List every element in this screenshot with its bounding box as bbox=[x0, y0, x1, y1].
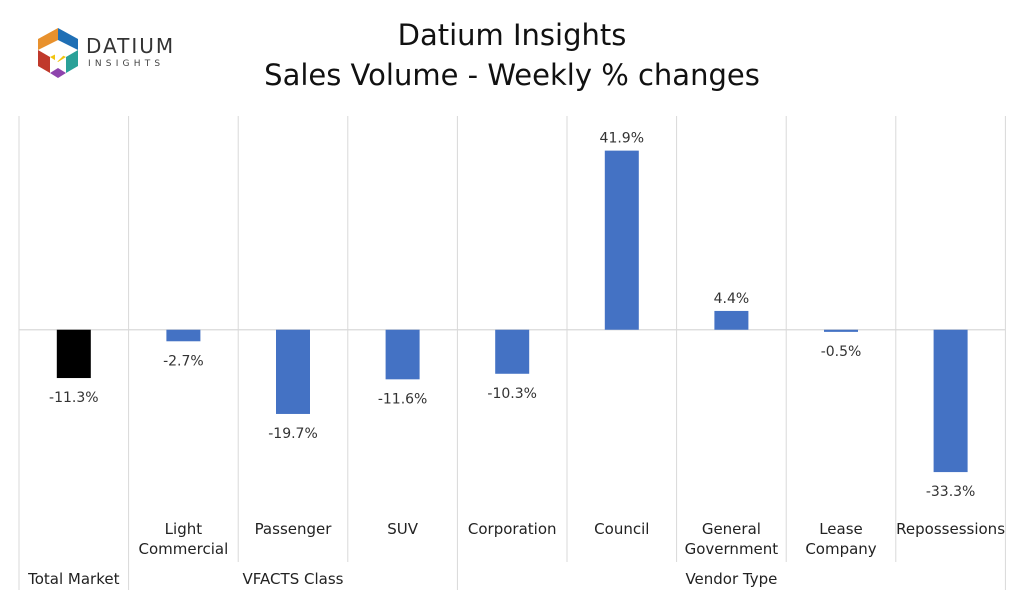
category-label: Government bbox=[685, 540, 779, 558]
data-label: -0.5% bbox=[821, 344, 862, 360]
bar bbox=[824, 329, 858, 332]
bar bbox=[714, 310, 749, 330]
category-label: General bbox=[702, 520, 761, 538]
bar bbox=[933, 329, 968, 473]
bar bbox=[56, 329, 91, 379]
category-label: SUV bbox=[387, 520, 419, 538]
logo-word: DATIUM bbox=[86, 34, 176, 58]
data-label: 41.9% bbox=[600, 131, 644, 147]
data-label: -10.3% bbox=[487, 386, 537, 402]
logo-cube-icon bbox=[38, 28, 78, 78]
group-label: VFACTS Class bbox=[243, 570, 344, 588]
bar bbox=[385, 329, 420, 380]
data-label: -2.7% bbox=[163, 353, 204, 369]
category-label: Company bbox=[805, 540, 876, 558]
logo-subtitle: INSIGHTS bbox=[88, 59, 165, 69]
data-label: -33.3% bbox=[926, 484, 976, 500]
bar bbox=[276, 329, 310, 414]
bar bbox=[495, 329, 530, 374]
category-label: Commercial bbox=[139, 540, 229, 558]
data-label: -11.3% bbox=[49, 390, 99, 406]
chart-title: Datium Insights bbox=[397, 18, 627, 52]
bar bbox=[166, 329, 201, 342]
chart-subtitle: Sales Volume - Weekly % changes bbox=[264, 58, 760, 92]
bar bbox=[604, 150, 639, 330]
data-label: -11.6% bbox=[378, 391, 428, 407]
group-label: Total Market bbox=[27, 570, 119, 588]
data-label: 4.4% bbox=[714, 291, 750, 307]
category-label: Repossessions bbox=[896, 520, 1005, 538]
datium-logo: DATIUM INSIGHTS bbox=[34, 26, 184, 82]
category-label: Light bbox=[165, 520, 203, 538]
data-label: -19.7% bbox=[268, 426, 318, 442]
category-label: Corporation bbox=[468, 520, 557, 538]
category-label: Lease bbox=[819, 520, 863, 538]
category-label: Council bbox=[594, 520, 649, 538]
category-label: Passenger bbox=[255, 520, 333, 538]
group-label: Vendor Type bbox=[685, 570, 777, 588]
